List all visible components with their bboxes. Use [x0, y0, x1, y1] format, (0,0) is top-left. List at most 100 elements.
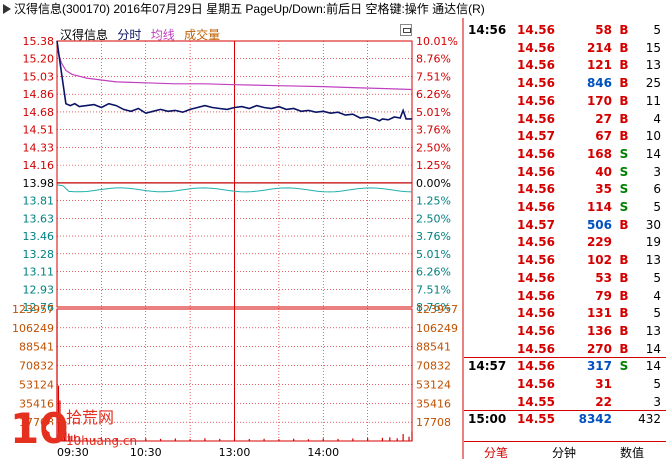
trade-price: 14.55: [517, 412, 555, 427]
legend-stock-name: 汉得信息: [60, 28, 109, 42]
pct-tick-label: 2.50%: [416, 212, 451, 225]
trade-side: S: [619, 359, 629, 374]
trade-volume: 131: [586, 306, 612, 321]
trade-price: 14.56: [517, 200, 555, 214]
trade-price: 14.56: [517, 253, 555, 268]
pct-tick-label: 10.01%: [416, 35, 458, 48]
trade-group-separator: [464, 357, 666, 359]
trade-side: S: [619, 146, 629, 161]
trade-volume: 79: [595, 288, 612, 303]
menu-triangle-icon[interactable]: [3, 4, 11, 14]
trade-row[interactable]: 14:57 14.56 317 S 14: [464, 358, 666, 376]
chart-canvas[interactable]: 15.38 15.20 15.03 14.86 14.68 14.51 14.33 14.16…: [0, 18, 464, 459]
trade-row[interactable]: 14.56 168 S 14: [464, 146, 666, 164]
trade-volume: 40: [595, 164, 612, 179]
trade-row[interactable]: 14.56 102 B 13: [464, 252, 666, 270]
price-tick-label: 13.28: [23, 248, 55, 261]
volume-tick-label: 35416: [19, 397, 54, 410]
trade-row[interactable]: 14.55 22 3: [464, 394, 666, 412]
trade-side: B: [619, 323, 629, 338]
trade-price: 14.57: [517, 129, 555, 144]
trade-side: B: [619, 217, 629, 232]
pct-tick-label: 7.51%: [416, 283, 451, 296]
title-bar: 汉得信息(300170) 2016年07月29日 星期五 PageUp/Down…: [0, 0, 666, 18]
trade-side: S: [619, 182, 629, 197]
trade-row[interactable]: 14.56 27 B 4: [464, 111, 666, 129]
price-tick-label: 15.38: [23, 35, 55, 48]
tab-values[interactable]: 数值: [619, 446, 644, 460]
trade-volume: 214: [586, 40, 612, 55]
trade-count: 15: [645, 40, 661, 55]
volume-tick-label-right: 106249: [416, 322, 458, 335]
trade-count: 14: [645, 146, 661, 161]
trade-count: 5: [653, 377, 661, 391]
trade-count: 4: [653, 288, 661, 303]
trade-row[interactable]: 14.56 131 B 5: [464, 305, 666, 323]
trade-side: B: [619, 306, 629, 321]
volume-tick-label: 70832: [19, 360, 54, 373]
trade-row[interactable]: 14.56 846 B 25: [464, 75, 666, 93]
panel-toggle-button[interactable]: [400, 24, 412, 36]
trade-price: 14.55: [517, 394, 555, 409]
price-tick-label: 13.11: [23, 266, 55, 279]
tab-ticks[interactable]: 分笔: [483, 446, 508, 460]
pct-tick-label: 3.76%: [416, 230, 451, 243]
trade-row[interactable]: 14.56 31 5: [464, 376, 666, 394]
trade-row[interactable]: 14.56 40 S 3: [464, 164, 666, 182]
trade-side: B: [619, 129, 629, 144]
trade-row[interactable]: 14.56 53 B 5: [464, 270, 666, 288]
trade-row[interactable]: 14.56 35 S 6: [464, 181, 666, 199]
watermark-site-name: 拾荒网: [66, 408, 114, 427]
volume-tick-label: 17708: [19, 416, 54, 429]
trade-row[interactable]: 15:00 14.55 8342 432: [464, 411, 666, 429]
trade-volume: 270: [586, 341, 612, 356]
trade-price: 14.56: [517, 164, 555, 179]
legend-avg: 均线: [150, 28, 175, 42]
pct-tick-label: 1.25%: [416, 195, 451, 208]
legend-mode: 分时: [117, 28, 142, 42]
trade-volume: 67: [595, 129, 612, 144]
trade-side: B: [619, 93, 629, 108]
trade-volume: 35: [595, 182, 612, 197]
trade-price: 14.56: [517, 306, 555, 321]
price-tick-label: 13.46: [23, 230, 55, 243]
trade-row[interactable]: 14.56 270 B 14: [464, 341, 666, 359]
volume-tick-label-right: 70832: [416, 360, 451, 373]
trade-row[interactable]: 14.57 67 B 10: [464, 128, 666, 146]
trade-count: 5: [653, 306, 661, 321]
trade-row[interactable]: 14.56 214 B 15: [464, 40, 666, 58]
trade-volume: 27: [595, 111, 612, 126]
price-tick-label: 14.51: [23, 124, 55, 137]
tick-trades-panel[interactable]: 14:56 14.56 58 B 5 14.56 214 B 15 14.56 121 B 13 14.5…: [464, 18, 666, 443]
trade-price: 14.56: [517, 111, 555, 126]
trade-row[interactable]: 14.56 114 S 5: [464, 199, 666, 217]
trade-row[interactable]: 14.56 136 B 13: [464, 323, 666, 341]
trade-price: 14.56: [517, 288, 555, 303]
volume-tick-label-right: 53124: [416, 378, 451, 391]
trade-side: B: [619, 253, 629, 268]
window-title: 汉得信息(300170) 2016年07月29日 星期五 PageUp/Down…: [14, 2, 485, 16]
trade-row[interactable]: 14.56 121 B 13: [464, 57, 666, 75]
trade-group-separator: [464, 410, 666, 412]
price-tick-label: 13.63: [23, 212, 55, 225]
price-tick-label: 13.81: [23, 195, 55, 208]
trade-price: 14.56: [517, 359, 555, 374]
watermark-number: 10: [10, 404, 68, 453]
trade-row[interactable]: 14.56 79 B 4: [464, 288, 666, 306]
trade-count: 13: [645, 323, 661, 338]
trade-row[interactable]: 14.56 170 B 11: [464, 93, 666, 111]
trade-row[interactable]: 14.56 229 19: [464, 234, 666, 252]
trade-count: 5: [653, 23, 661, 37]
price-tick-label: 14.68: [23, 106, 55, 119]
trade-row[interactable]: 14.57 506 B 30: [464, 217, 666, 235]
tab-minutes[interactable]: 分钟: [551, 446, 576, 460]
trade-price: 14.56: [517, 76, 555, 91]
trade-side: B: [619, 76, 629, 91]
trade-row[interactable]: 14:56 14.56 58 B 5: [464, 22, 666, 40]
trade-side: B: [619, 23, 629, 37]
pct-tick-label: 6.26%: [416, 266, 451, 279]
trade-volume: 58: [595, 23, 612, 37]
price-line: [56, 40, 412, 122]
chart-legend: 汉得信息 分时 均线 成交量: [60, 26, 226, 43]
price-tick-label: 12.93: [23, 283, 55, 296]
